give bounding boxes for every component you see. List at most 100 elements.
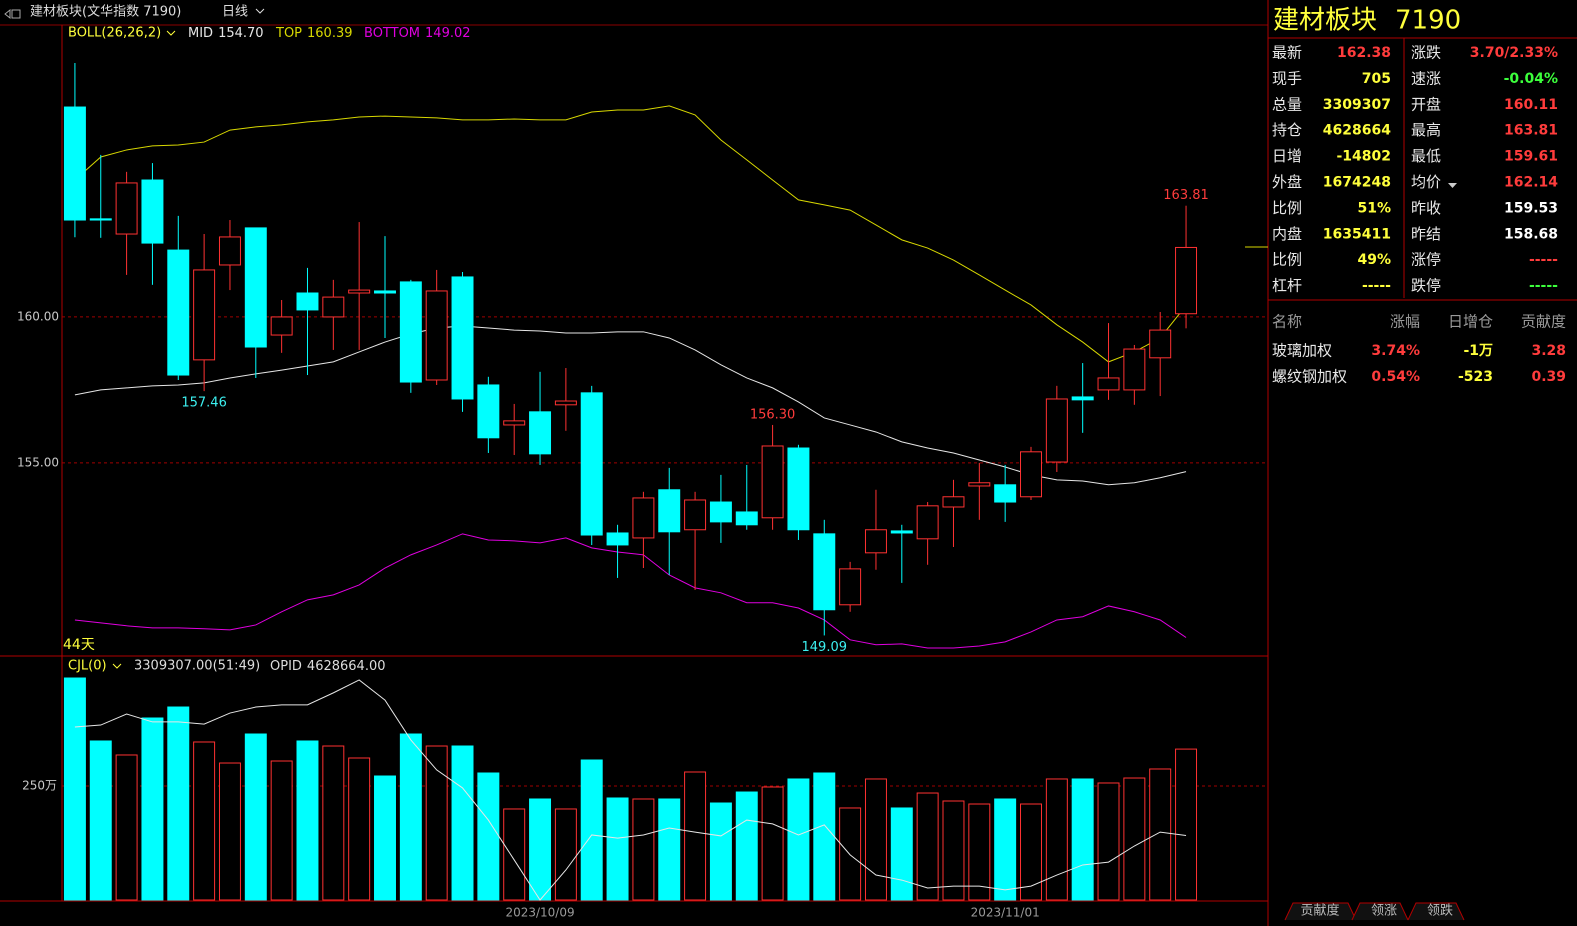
quote-value: ----- — [1529, 278, 1558, 294]
candle-body — [193, 269, 216, 361]
volume-bar — [709, 802, 732, 901]
candle-body — [1020, 451, 1042, 498]
volume-bar — [864, 778, 887, 901]
candle-body — [890, 530, 913, 534]
toolbar-title[interactable]: 建材板块(文华指数 7190) — [30, 5, 181, 20]
candle-body — [839, 568, 862, 606]
quote-value: 162.14 — [1504, 175, 1558, 191]
candle-body — [632, 497, 655, 539]
candle-body — [270, 316, 293, 336]
tab-label[interactable]: 领涨 — [1371, 904, 1397, 919]
quote-label: 昨收 — [1411, 199, 1441, 217]
quote-code: 7190 — [1395, 6, 1461, 36]
volume-bar — [968, 803, 991, 901]
tab-label[interactable]: 领跌 — [1427, 903, 1453, 919]
candle-body — [787, 447, 810, 531]
volume-bar — [425, 745, 448, 901]
volume-bar — [632, 798, 655, 901]
tab[interactable] — [1407, 902, 1465, 921]
candle-body — [477, 384, 500, 439]
volume-bar — [1020, 803, 1042, 901]
volume-bar — [193, 741, 216, 901]
candle-body — [916, 505, 939, 540]
x-tick-label: 2023/10/09 — [505, 906, 574, 920]
toolbar-icon[interactable] — [4, 8, 21, 20]
volume-bar — [580, 759, 603, 901]
candle-body — [89, 218, 112, 221]
quote-label: 内盘 — [1272, 225, 1302, 243]
tab[interactable] — [1351, 902, 1409, 921]
volume-bar — [89, 740, 112, 901]
quote-label: 最低 — [1411, 147, 1441, 165]
legend-name: MID — [188, 26, 213, 41]
candle-body — [218, 236, 241, 266]
opid-line — [74, 679, 1187, 901]
quote-value: 1674248 — [1323, 175, 1391, 191]
volume-bar — [1123, 777, 1146, 901]
volume-bar — [167, 706, 190, 901]
volume-bar — [115, 754, 138, 901]
tab-label[interactable]: 贡献度 — [1300, 903, 1339, 919]
volume-bar — [813, 772, 836, 901]
volume-bar — [1097, 782, 1120, 901]
quote-name: 建材板块 — [1273, 6, 1377, 36]
table-cell: 3.28 — [1531, 343, 1566, 359]
quote-value: 1635411 — [1323, 226, 1391, 242]
candle-body — [296, 292, 319, 311]
tab[interactable] — [1284, 902, 1357, 921]
price-annotation: 163.81 — [1163, 188, 1209, 203]
candle-body — [503, 420, 526, 426]
volume-summary: 3309307.00(51:49) — [134, 659, 260, 674]
chevron — [166, 30, 176, 36]
day-count: 44天 — [63, 637, 95, 653]
legend-value: 154.70 — [218, 26, 264, 41]
quote-label: 最高 — [1411, 121, 1441, 139]
price-annotation: 149.09 — [802, 640, 848, 655]
legend-name: TOP — [275, 26, 302, 41]
quote-label: 比例 — [1272, 199, 1302, 217]
table-cell: 螺纹钢加权 — [1272, 368, 1347, 386]
legend-entry: MID 154.70 — [188, 26, 264, 41]
volume-bar — [1071, 778, 1094, 901]
indicator-name[interactable]: BOLL(26,26,2) — [68, 26, 161, 41]
volume-bar — [942, 800, 965, 901]
quote-label: 总量 — [1272, 95, 1302, 113]
table-cell: 0.54% — [1371, 369, 1420, 385]
quote-value: 162.38 — [1337, 45, 1391, 61]
volume-bar — [529, 798, 552, 901]
x-tick-label: 2023/11/01 — [971, 906, 1040, 920]
legend-value: 160.39 — [307, 26, 353, 41]
volume-bar — [606, 797, 629, 901]
volume-bar — [270, 760, 293, 901]
candle-body — [658, 489, 681, 533]
indicator-name[interactable]: CJL(0) — [68, 659, 107, 674]
quote-label: 跌停 — [1411, 277, 1441, 295]
quote-label: 现手 — [1272, 69, 1302, 87]
quote-label: 速涨 — [1411, 69, 1441, 87]
candle-body — [554, 400, 577, 406]
volume-bar — [322, 745, 345, 901]
volume-bar — [839, 807, 862, 901]
quote-value: 705 — [1362, 71, 1391, 87]
quote-value: ----- — [1362, 278, 1391, 294]
candle-body — [1123, 348, 1146, 391]
volume-bar — [451, 745, 474, 901]
table-cell: 0.39 — [1531, 369, 1566, 385]
legend-entry: BOTTOM 149.02 — [364, 26, 471, 41]
table-header: 贡献度 — [1521, 313, 1566, 331]
table-cell: -1万 — [1463, 343, 1493, 359]
candle-body — [1149, 329, 1172, 359]
quote-value: 3.70/2.33% — [1470, 45, 1558, 61]
dropdown-arrow[interactable] — [1448, 183, 1457, 188]
chevron — [255, 8, 265, 14]
table-header: 名称 — [1272, 313, 1302, 331]
volume-bar — [994, 798, 1017, 901]
price-annotation: 156.30 — [750, 407, 796, 422]
quote-value: 159.61 — [1504, 149, 1558, 165]
candle-body — [1071, 396, 1094, 401]
quote-value: ----- — [1529, 252, 1558, 268]
candle-body — [1045, 398, 1068, 463]
period-selector[interactable]: 日线 — [222, 5, 248, 20]
candle-body — [813, 533, 836, 611]
